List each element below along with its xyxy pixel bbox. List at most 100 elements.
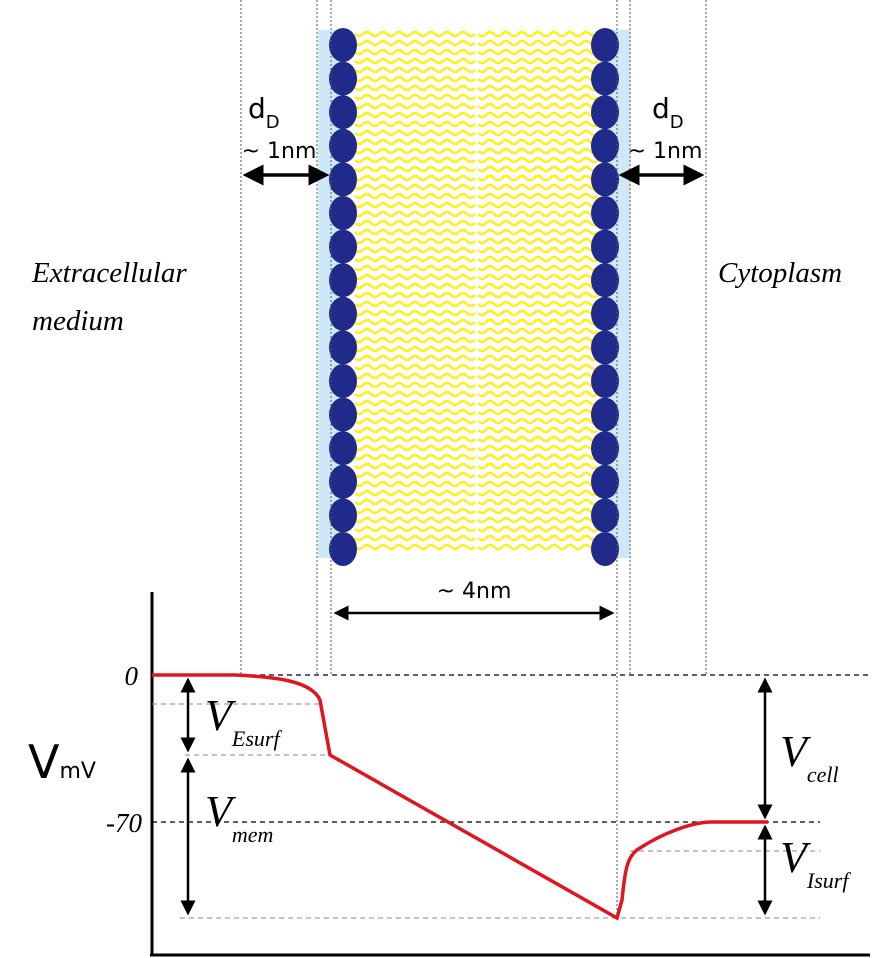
lipid-tail <box>354 102 476 110</box>
lipid-head <box>591 263 619 298</box>
lipid-tail <box>477 327 599 335</box>
lipid-tail <box>354 282 476 290</box>
label: Isurf <box>806 868 851 893</box>
lipid-tail <box>477 516 599 524</box>
lipid-tail <box>477 453 599 461</box>
label: VIsurf <box>780 833 851 893</box>
lipid-head <box>591 464 619 499</box>
lipid-tail <box>354 399 476 407</box>
lipid-head <box>329 196 357 230</box>
lipid-tails <box>354 30 599 551</box>
lipid-tail <box>354 255 476 263</box>
lipid-tail <box>477 534 599 542</box>
lipid-tail <box>354 228 476 236</box>
lipid-tail <box>477 426 599 434</box>
lipid-tail <box>354 507 476 515</box>
lipid-tail <box>477 381 599 389</box>
lipid-tail <box>354 498 476 506</box>
lipid-head <box>591 162 619 197</box>
lipid-tail <box>477 129 599 137</box>
lipid-tail <box>354 345 476 353</box>
label: dD <box>248 92 280 133</box>
lipid-tail <box>477 363 599 371</box>
lipid-tail <box>477 273 599 281</box>
lipid-head <box>329 464 357 499</box>
lipid-tail <box>477 111 599 119</box>
lipid-tail <box>477 48 599 56</box>
lipid-head <box>591 330 619 365</box>
lipid-head <box>591 229 619 264</box>
label: V <box>205 691 237 740</box>
lipid-tail <box>477 525 599 533</box>
lipid-tail <box>477 174 599 182</box>
lipid-head <box>591 61 619 96</box>
lipid-tail <box>354 336 476 344</box>
lipid-tail <box>354 138 476 146</box>
label: Extracellular <box>31 257 187 289</box>
lipid-tail <box>354 129 476 137</box>
label: dD <box>652 92 684 133</box>
lipid-tail <box>354 291 476 299</box>
lipid-tail <box>354 111 476 119</box>
lipid-tail <box>477 498 599 506</box>
lipid-tail <box>477 255 599 263</box>
label: ~ 1nm <box>628 139 703 164</box>
lipid-head <box>329 61 357 96</box>
lipid-tail <box>354 57 476 65</box>
lipid-tail <box>477 399 599 407</box>
lipid-tail <box>354 300 476 308</box>
lipid-tail <box>477 147 599 155</box>
lipid-tail <box>477 246 599 254</box>
lipid-tail <box>477 120 599 128</box>
lipid-tail <box>477 507 599 515</box>
label: VmV <box>28 735 96 789</box>
lipid-tail <box>354 480 476 488</box>
lipid-tail <box>477 201 599 209</box>
lipid-head <box>329 95 357 130</box>
lipid-tail <box>477 417 599 425</box>
lipid-head <box>329 162 357 197</box>
lipid-tail <box>354 120 476 128</box>
lipid-tail <box>477 93 599 101</box>
lipid-head <box>329 431 357 466</box>
label: ~ 4nm <box>437 579 512 604</box>
lipid-tail <box>354 66 476 74</box>
lipid-tail <box>477 264 599 272</box>
lipid-tail <box>477 156 599 164</box>
lipid-tail <box>477 165 599 173</box>
lipid-head <box>591 296 619 331</box>
lipid-tail <box>477 444 599 452</box>
lipid-tail <box>354 237 476 245</box>
lipid-tail <box>354 318 476 326</box>
lipid-tail <box>354 246 476 254</box>
labels: dD ~ 1nm dD ~ 1nm Extracellular medium C… <box>28 92 851 893</box>
lipid-tail <box>354 219 476 227</box>
label: V <box>28 735 60 789</box>
lipid-tail <box>354 75 476 83</box>
lipid-tail <box>354 525 476 533</box>
lipid-tail <box>354 273 476 281</box>
lipid-head <box>329 364 357 398</box>
lipid-heads <box>329 28 619 566</box>
lipid-tail <box>477 408 599 416</box>
label: VEsurf <box>205 691 282 751</box>
lipid-tail <box>477 318 599 326</box>
voltage-arrows <box>180 677 773 916</box>
label: 0 <box>125 661 139 691</box>
guide-lines <box>240 0 707 918</box>
lipid-tail <box>477 102 599 110</box>
lipid-tail <box>354 354 476 362</box>
lipid-head <box>591 128 619 163</box>
label: d <box>248 92 266 125</box>
lipid-tail <box>477 183 599 191</box>
sub-levels <box>152 703 820 919</box>
lipid-tail <box>354 390 476 398</box>
lipid-head <box>591 431 619 466</box>
lipid-tail <box>354 201 476 209</box>
lipid-tail <box>354 426 476 434</box>
lipid-tail <box>477 57 599 65</box>
lipid-tail <box>354 444 476 452</box>
lipid-tail <box>354 489 476 497</box>
lipid-tail <box>354 183 476 191</box>
